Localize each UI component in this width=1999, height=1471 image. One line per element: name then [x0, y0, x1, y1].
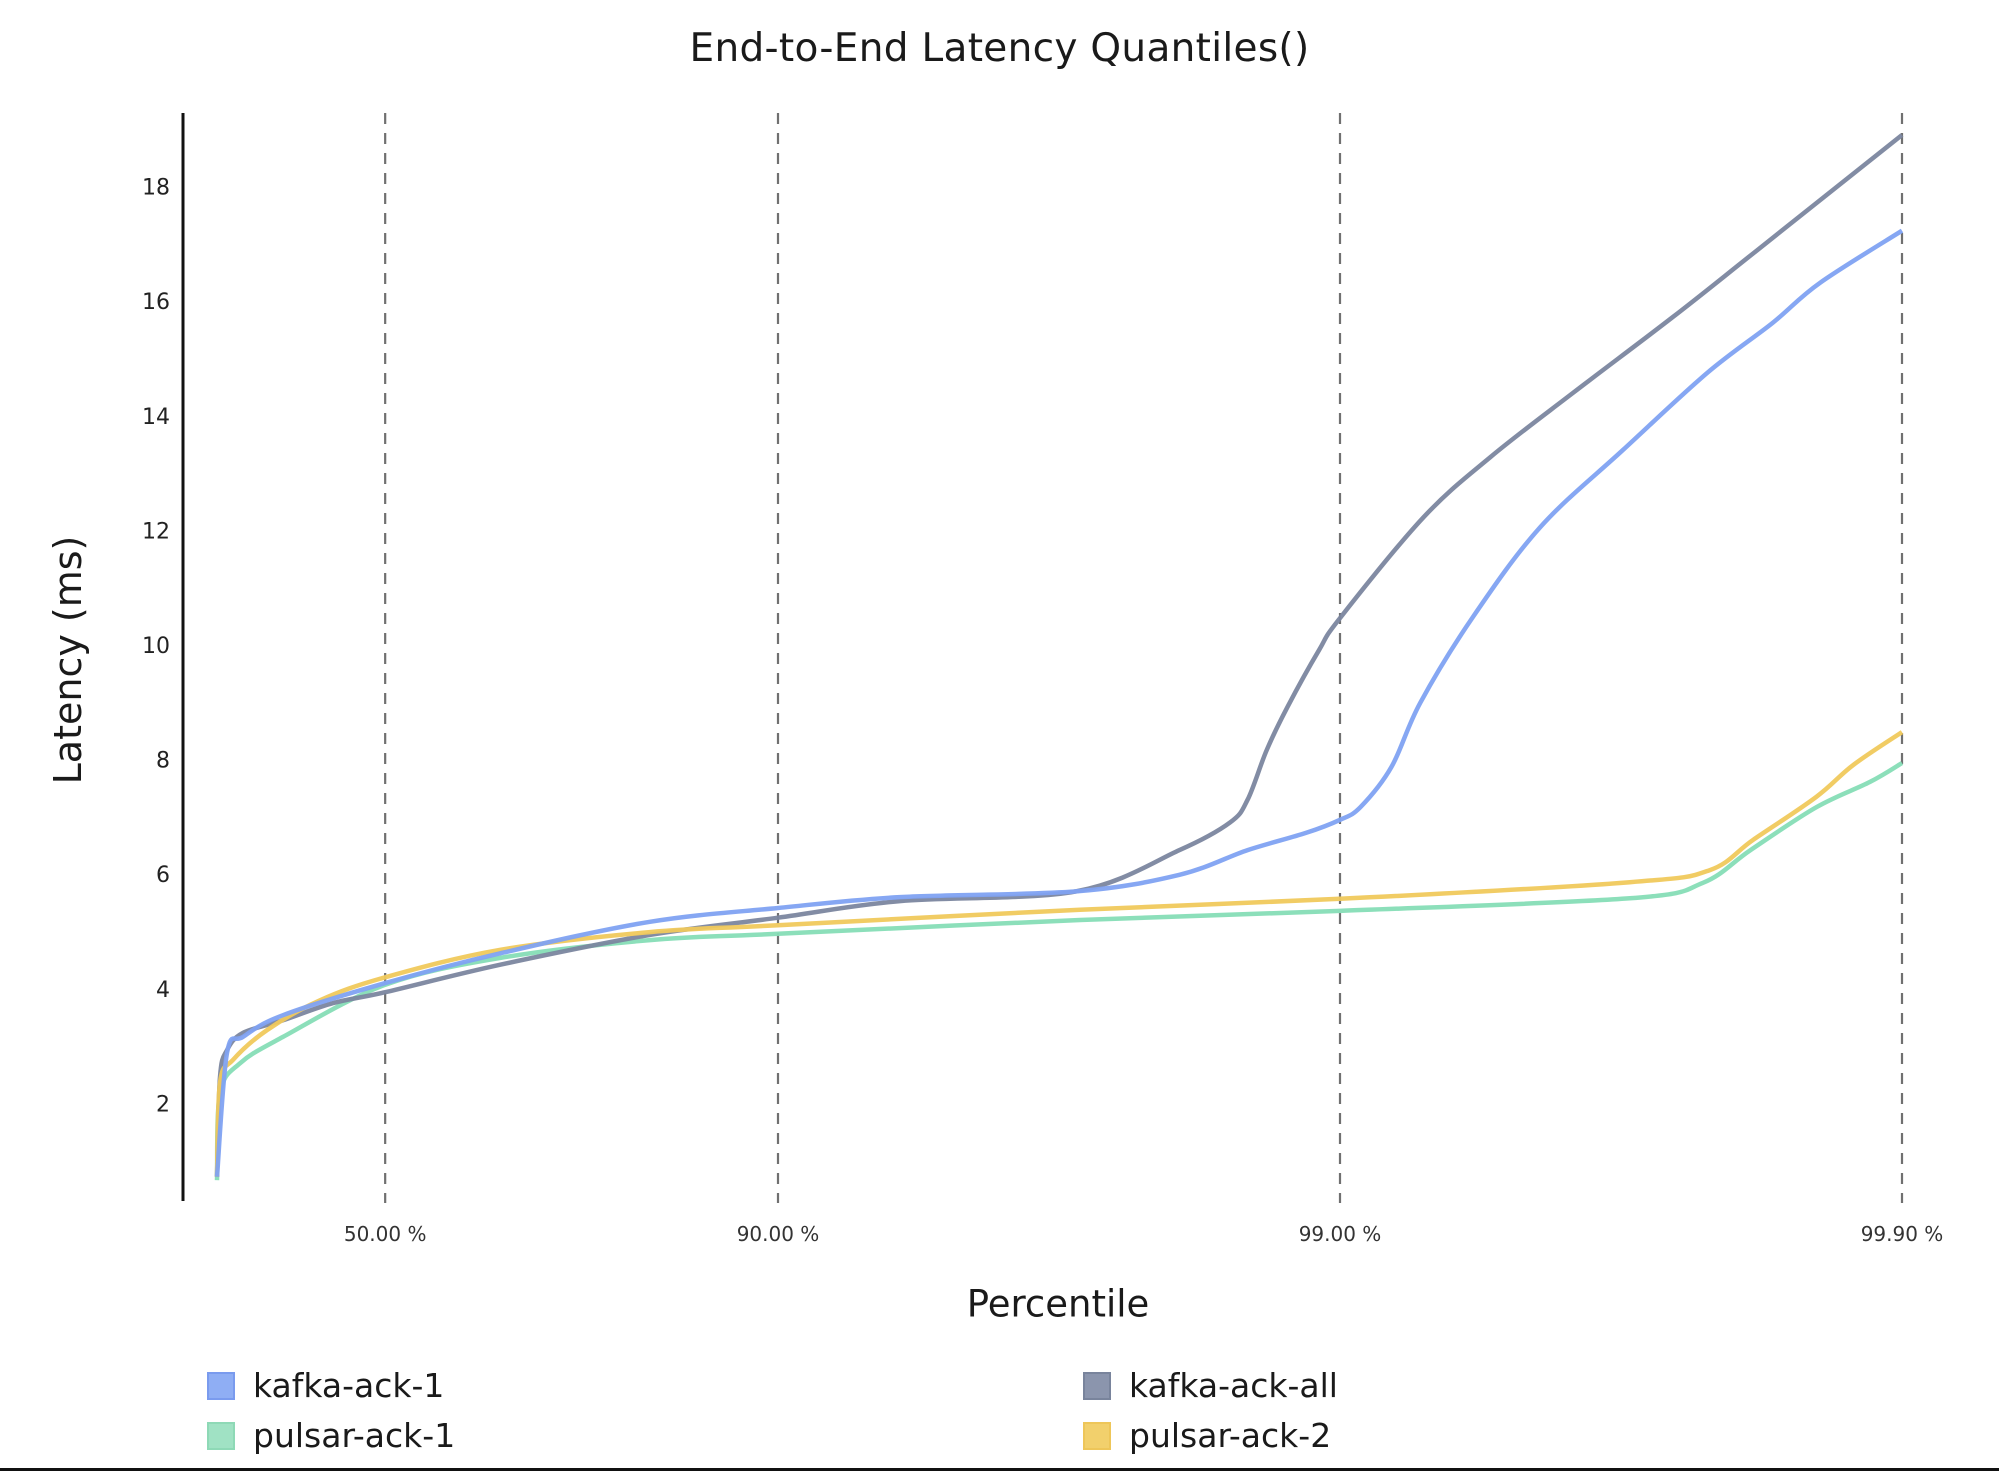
x-tick-label: 99.00 % [1299, 1222, 1382, 1246]
y-tick-label: 10 [142, 634, 170, 659]
series-line-kafka-ack-1 [214, 228, 1904, 1177]
legend-label: kafka-ack-1 [253, 1366, 445, 1405]
y-tick-label: 2 [156, 1092, 170, 1117]
legend-item-pulsar-ack-1[interactable]: pulsar-ack-1 [207, 1416, 455, 1455]
y-tick-label: 16 [142, 290, 170, 315]
chart-title: End-to-End Latency Quantiles() [689, 26, 1310, 71]
series-line-pulsar-ack-1 [214, 761, 1904, 1181]
legend-item-kafka-ack-1[interactable]: kafka-ack-1 [207, 1366, 444, 1405]
y-tick-label: 8 [156, 749, 170, 774]
y-tick-label: 12 [142, 519, 170, 544]
y-tick-labels: 2 4 6 8 10 12 14 16 18 [142, 176, 170, 1118]
x-axis-title: Percentile [966, 1282, 1150, 1326]
x-tick-labels: 50.00 % 90.00 % 99.00 % 99.90 % [344, 1222, 1943, 1246]
y-tick-label: 14 [142, 405, 170, 430]
swatch-pulsar-ack-1 [207, 1421, 235, 1450]
legend-item-pulsar-ack-2[interactable]: pulsar-ack-2 [1083, 1416, 1331, 1455]
bottom-border [0, 1468, 1999, 1471]
x-tick-label: 90.00 % [737, 1222, 820, 1246]
swatch-kafka-ack-all [1083, 1371, 1111, 1400]
y-tick-label: 4 [156, 978, 170, 1003]
legend-item-kafka-ack-all[interactable]: kafka-ack-all [1083, 1366, 1338, 1405]
legend-label: pulsar-ack-2 [1129, 1416, 1332, 1455]
y-axis-title: Latency (ms) [46, 535, 90, 785]
y-tick-label: 18 [142, 176, 170, 201]
y-tick-label: 6 [156, 863, 170, 888]
swatch-pulsar-ack-2 [1083, 1421, 1111, 1450]
swatch-kafka-ack-1 [207, 1371, 235, 1400]
x-tick-label: 99.90 % [1861, 1222, 1944, 1246]
x-gridlines [384, 113, 1904, 1203]
x-tick-label: 50.00 % [344, 1222, 427, 1246]
series-line-pulsar-ack-2 [214, 730, 1904, 1177]
legend-label: pulsar-ack-1 [253, 1416, 456, 1455]
legend-label: kafka-ack-all [1129, 1366, 1338, 1405]
series-lines [214, 133, 1904, 1181]
series-line-kafka-ack-all [214, 133, 1904, 1177]
